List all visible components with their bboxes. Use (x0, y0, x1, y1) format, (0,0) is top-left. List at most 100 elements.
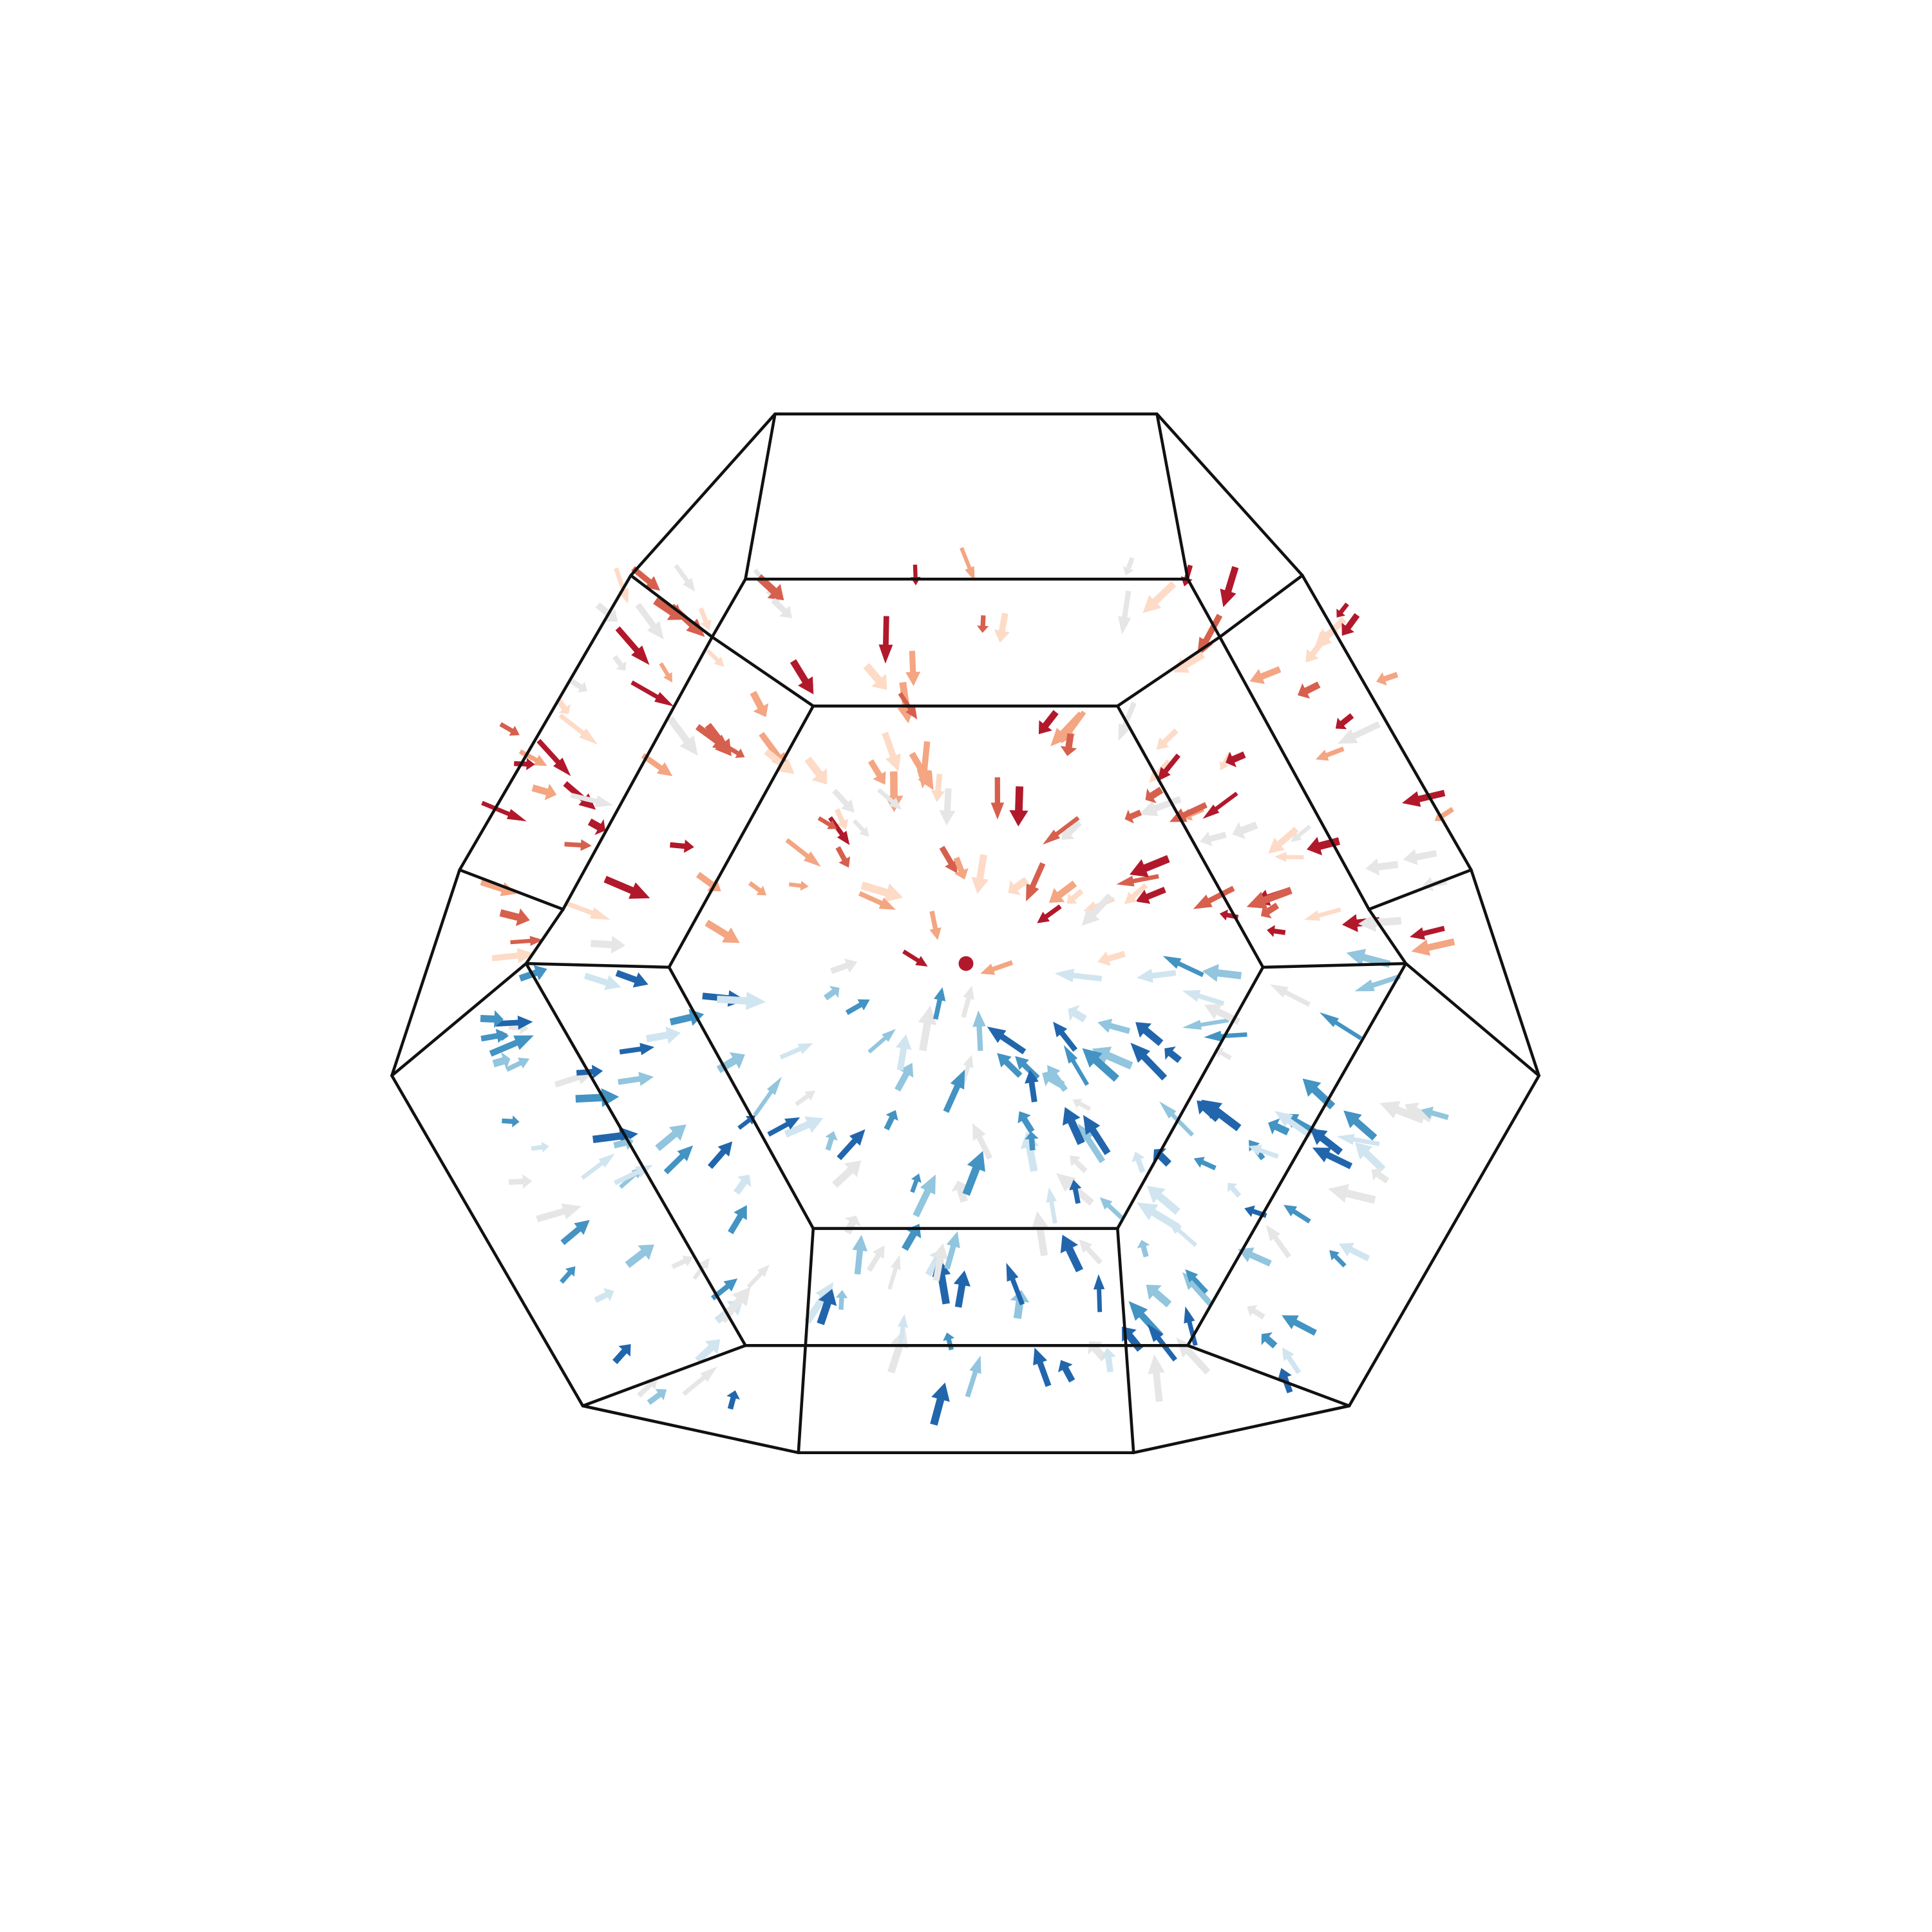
arrow (764, 748, 795, 774)
arrow (1249, 666, 1282, 685)
arrow (1358, 913, 1402, 933)
arrow (595, 602, 618, 622)
arrow (1291, 824, 1312, 842)
arrow (852, 819, 869, 837)
arrow (580, 1153, 615, 1180)
arrow (1135, 1022, 1164, 1046)
arrow (1355, 1142, 1386, 1173)
arrow (1338, 721, 1381, 744)
arrow (1097, 1018, 1131, 1034)
arrow (1246, 887, 1293, 909)
arrow (1116, 874, 1159, 887)
arrow (830, 958, 858, 974)
arrow (1124, 810, 1142, 824)
arrow (667, 716, 698, 756)
arrow (962, 1151, 985, 1196)
arrow (603, 875, 650, 899)
arrow (1147, 1186, 1180, 1215)
arrow (480, 1028, 508, 1043)
arrow (1099, 1197, 1124, 1220)
arrow (1164, 1046, 1182, 1063)
arrow (1197, 1100, 1220, 1122)
arrow (1066, 889, 1084, 904)
arrow (863, 663, 887, 690)
arrow (1130, 855, 1170, 878)
arrow (707, 1141, 733, 1170)
arrow (1069, 1155, 1088, 1173)
upper-left-face (458, 574, 714, 911)
arrow (1124, 883, 1148, 905)
arrow (804, 756, 828, 785)
arrow (637, 1377, 659, 1398)
arrow (1200, 831, 1227, 846)
arrow (1339, 1242, 1370, 1262)
arrow (575, 1088, 620, 1107)
arrow (1157, 753, 1180, 782)
arrow (953, 1270, 971, 1308)
arrow (659, 662, 672, 683)
arrow (583, 972, 621, 990)
arrow (852, 1235, 868, 1275)
arrow (835, 846, 851, 868)
arrow (570, 793, 614, 808)
arrow (1046, 1187, 1057, 1224)
arrow (1147, 1323, 1177, 1362)
arrow (1201, 1099, 1242, 1132)
arrow (1310, 1128, 1343, 1155)
arrow (1146, 1284, 1172, 1308)
arrow (558, 713, 598, 745)
arrow (1411, 938, 1455, 956)
arrow (860, 881, 904, 902)
arrow (1139, 795, 1182, 817)
arrow (1315, 746, 1345, 761)
arrow (1033, 1347, 1052, 1387)
arrow (1061, 820, 1082, 840)
arrow (785, 838, 821, 867)
arrow (594, 1288, 614, 1303)
link (1186, 577, 1222, 639)
arrow (612, 1344, 631, 1365)
arrow (1248, 1144, 1279, 1159)
arrow (932, 1243, 949, 1282)
arrow (481, 800, 527, 822)
arrow (1101, 1348, 1116, 1373)
arrow (635, 603, 664, 639)
arrow (1053, 1021, 1078, 1052)
arrow (492, 1052, 511, 1070)
arrow (866, 1245, 885, 1272)
arrow (1145, 786, 1164, 804)
arrow (902, 1224, 922, 1251)
link (710, 635, 815, 708)
arrow (971, 854, 989, 895)
arrow (1047, 1065, 1068, 1092)
arrow (1336, 1133, 1380, 1146)
arrow (746, 1264, 770, 1289)
arrow (1135, 887, 1166, 904)
arrow (508, 1174, 533, 1189)
arrow (1185, 1269, 1209, 1294)
arrow (953, 857, 969, 880)
arrow (884, 1110, 898, 1131)
arrow (994, 612, 1010, 643)
arrow (695, 1339, 721, 1363)
arrow (506, 1057, 530, 1072)
arrow (682, 1366, 717, 1396)
arrow (910, 1173, 922, 1193)
arrow (878, 616, 893, 664)
arrow (1343, 1110, 1378, 1141)
arrow (835, 1289, 848, 1310)
arrow (1162, 956, 1204, 978)
arrow (1182, 1272, 1213, 1307)
vector-arrows (480, 547, 1455, 1426)
arrow (619, 1043, 655, 1056)
arrow (719, 1287, 751, 1323)
arrow (726, 1390, 740, 1410)
arrow (1304, 907, 1341, 921)
arrow (1232, 821, 1258, 839)
arrow (1274, 851, 1304, 862)
arrow (1268, 826, 1299, 854)
arrow (1204, 1003, 1241, 1025)
arrow (615, 970, 649, 988)
arrow (630, 680, 674, 707)
arrow (1025, 1131, 1039, 1151)
